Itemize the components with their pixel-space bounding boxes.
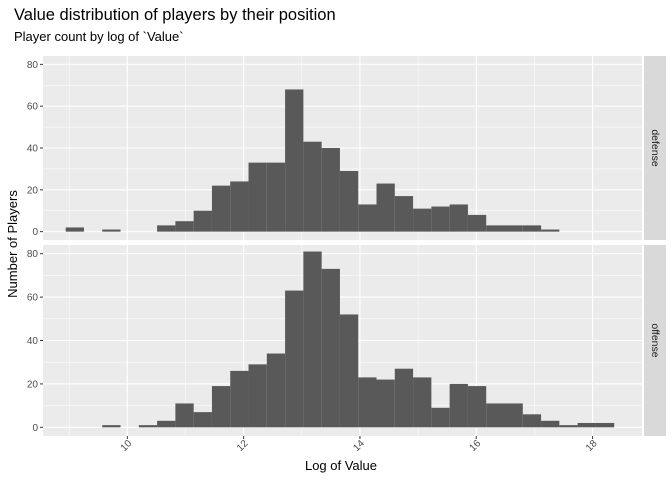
histogram-bar [303, 251, 322, 428]
y-tick-label: 0 [32, 423, 38, 434]
histogram-bar [541, 229, 560, 232]
histogram-bar [175, 403, 194, 428]
histogram-bar [449, 383, 468, 428]
chart-subtitle: Player count by log of `Value` [14, 29, 184, 44]
y-tick-label: 0 [32, 227, 38, 238]
facet-strip-label: offense [649, 323, 661, 357]
histogram-bar [102, 229, 121, 232]
histogram-bar [376, 379, 395, 428]
histogram-bar [504, 403, 523, 428]
x-tick-label: 14 [351, 438, 367, 454]
facet-strip [644, 56, 666, 240]
histogram-bar [266, 162, 286, 232]
histogram-bar [138, 425, 158, 428]
histogram-bar [321, 148, 340, 232]
histogram-bar [431, 206, 450, 232]
histogram-bar [394, 196, 414, 232]
histogram-bar [358, 377, 377, 428]
histogram-bar [157, 420, 176, 428]
histogram-bar [102, 425, 121, 428]
x-tick-label: 12 [235, 438, 251, 454]
y-tick-label: 40 [27, 144, 39, 155]
facet-strip-label: defense [649, 129, 661, 167]
histogram-bar [303, 141, 322, 232]
histogram-bar [449, 204, 468, 232]
histogram-bar [193, 412, 212, 428]
histogram-bar [65, 227, 84, 232]
histogram-bar [504, 225, 523, 232]
histogram-bar [175, 221, 194, 232]
histogram-bar [321, 268, 340, 428]
histogram-bar [413, 208, 432, 232]
histogram-bar [285, 290, 304, 428]
facet-panel-defense: 0 20 40 60 80 defense [27, 56, 666, 240]
histogram-bar [467, 214, 487, 232]
y-tick-label: 60 [27, 293, 39, 304]
facet-panels: 0 20 40 60 80 defense 0 20 40 60 80 offense 10 12 14 16… [27, 56, 666, 454]
histogram-bar [248, 162, 267, 232]
y-tick-label: 80 [27, 60, 39, 71]
facet-strip [644, 245, 666, 436]
y-tick-label: 80 [27, 249, 39, 260]
x-tick-label: 18 [584, 438, 600, 454]
histogram-bar [248, 364, 267, 428]
histogram-bar [467, 386, 487, 428]
y-tick-label: 20 [27, 185, 39, 196]
histogram-bar [230, 181, 249, 232]
histogram-bar [541, 420, 560, 428]
x-axis-title: Log of Value [305, 458, 377, 473]
histogram-bar [157, 225, 176, 232]
histogram-bar [522, 225, 542, 232]
x-tick-label: 10 [119, 438, 135, 454]
histogram-bar [230, 370, 249, 428]
histogram-bar [486, 403, 505, 428]
histogram-bar [577, 422, 596, 428]
histogram-bar [394, 368, 414, 428]
y-tick-label: 20 [27, 379, 39, 390]
histogram-bar [413, 377, 432, 428]
histogram-bar [339, 171, 359, 232]
y-tick-label: 60 [27, 102, 39, 113]
histogram-bar [358, 204, 377, 232]
facet-panel-offense: 0 20 40 60 80 offense [27, 245, 666, 436]
histogram-bar [595, 422, 615, 428]
histogram-bar [211, 185, 231, 232]
histogram-bar [339, 314, 359, 428]
chart-title: Value distribution of players by their p… [14, 6, 336, 24]
histogram-bar [431, 407, 450, 428]
y-tick-label: 40 [27, 336, 39, 347]
y-axis-title: Number of Players [5, 190, 20, 298]
x-tick-label: 16 [468, 438, 484, 454]
histogram-bar [376, 183, 395, 232]
histogram-bar [486, 225, 505, 232]
histogram-bar [211, 386, 231, 428]
histogram-bar [559, 425, 578, 428]
histogram-bar [285, 89, 304, 232]
histogram-bar [266, 353, 286, 428]
histogram-bar [522, 414, 542, 428]
histogram-bar [193, 210, 212, 232]
